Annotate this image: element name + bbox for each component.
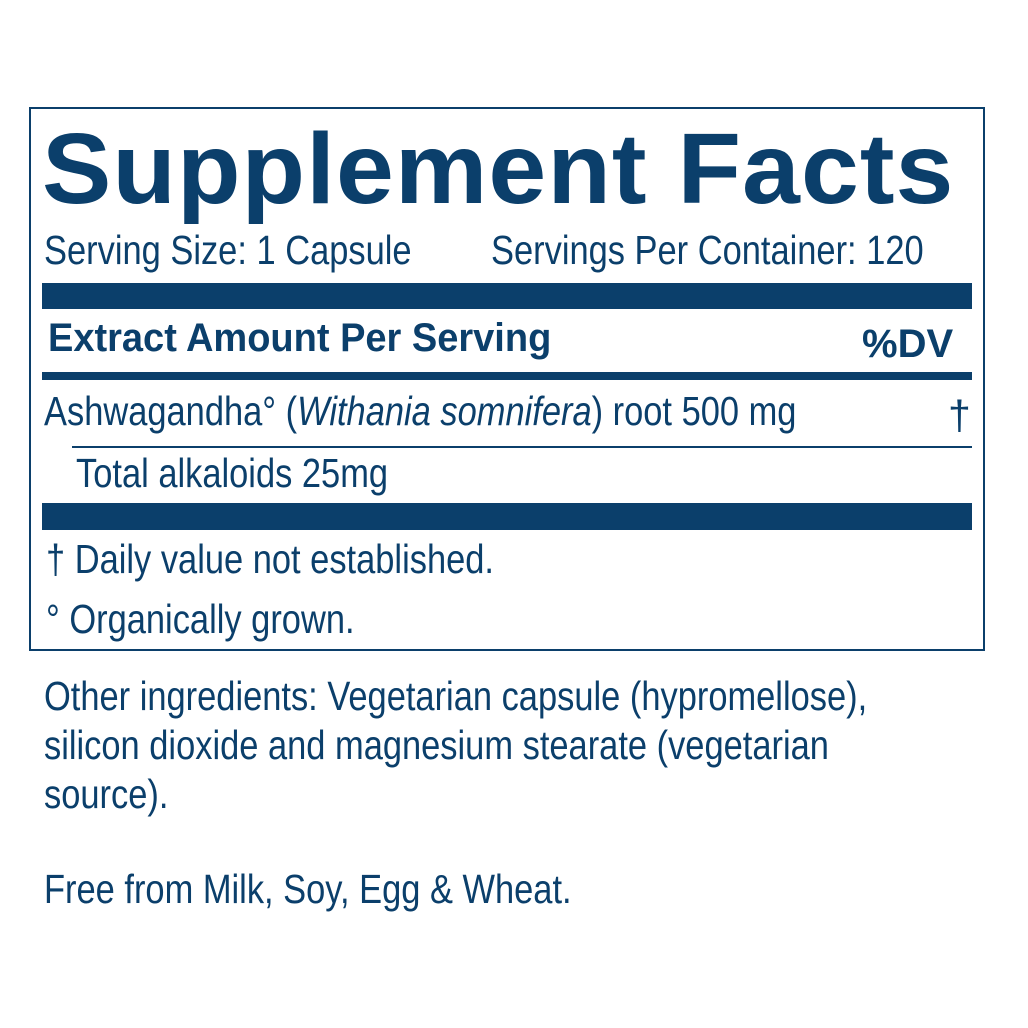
servings-per-container: Servings Per Container: 120 [491,227,1006,274]
column-header-amount: Extract Amount Per Serving [48,316,578,361]
ingredient-name: Ashwagandha° [44,388,277,434]
paren-close: ) [591,388,604,434]
ingredient-dv: † [948,392,971,438]
footnote-organic-text: ° Organically grown. [46,596,355,642]
ingredient-amount: root 500 mg [612,388,797,434]
footnote-dv: † Daily value not established. [46,536,579,583]
other-ingredients-line-3: source). [44,771,192,818]
other-ingredients-line-1: Other ingredients: Vegetarian capsule (h… [44,673,1024,720]
other-ingredients-text-1: Other ingredients: Vegetarian capsule (h… [44,673,868,719]
serving-size: Serving Size: 1 Capsule [44,227,482,274]
column-header-amount-text: Extract Amount Per Serving [48,316,552,360]
thick-divider [42,283,972,309]
allergen-statement: Free from Milk, Soy, Egg & Wheat. [44,866,672,913]
ingredient-text: Ashwagandha° (Withania somnifera) root 5… [44,388,796,435]
sub-ingredient: Total alkaloids 25mg [76,450,447,497]
thick-divider-bottom [42,503,972,530]
footnote-dv-text: † Daily value not established. [46,536,494,582]
other-ingredients-text-2: silicon dioxide and magnesium stearate (… [44,722,829,768]
ingredient-row: Ashwagandha° (Withania somnifera) root 5… [44,388,940,435]
allergen-statement-text: Free from Milk, Soy, Egg & Wheat. [44,866,572,912]
ingredient-latin-name: Withania somnifera [297,388,592,434]
medium-divider [42,372,972,380]
serving-size-text: Serving Size: 1 Capsule [44,227,412,273]
paren-open: ( [285,388,298,434]
sub-ingredient-text: Total alkaloids 25mg [76,450,389,496]
other-ingredients-text-3: source). [44,771,169,817]
thin-divider [72,446,972,448]
other-ingredients-line-2: silicon dioxide and magnesium stearate (… [44,722,978,769]
supplement-facts-panel [29,107,985,651]
column-header-dv: %DV [862,322,954,366]
panel-title: Supplement Facts [42,113,955,225]
footnote-organic: ° Organically grown. [46,596,413,643]
servings-per-container-text: Servings Per Container: 120 [491,227,924,273]
